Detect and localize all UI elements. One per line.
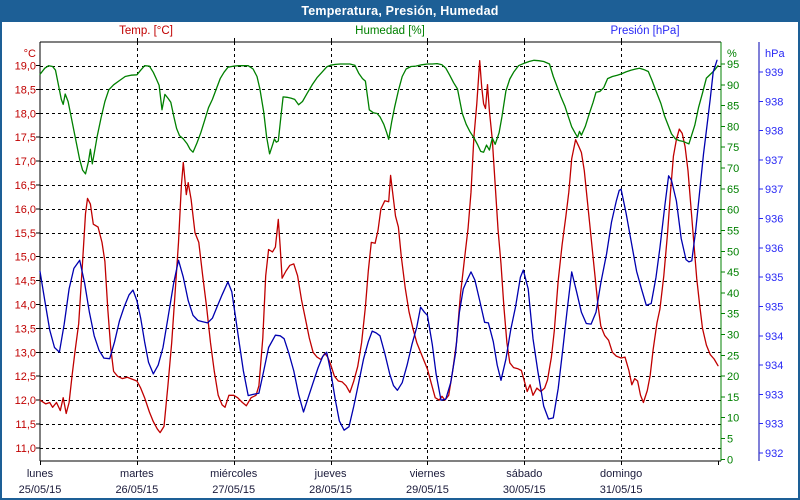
x-axis-day-label: martes	[120, 468, 154, 480]
humidity-axis-tick-label: 50	[727, 246, 739, 258]
temp-axis-tick-label: 15,0	[15, 252, 36, 264]
x-axis-date-label: 30/05/15	[503, 484, 546, 496]
pressure-axis-tick-label: 938	[765, 96, 783, 108]
humidity-axis-tick-label: 5	[727, 434, 733, 446]
temp-axis-tick-label: 14,5	[15, 276, 36, 288]
pressure-axis-tick-label: 933	[765, 389, 783, 401]
temp-axis-tick-label: 12,5	[15, 371, 36, 383]
x-axis-day-label: sábado	[506, 468, 542, 480]
pressure-axis-tick-label: 937	[765, 184, 783, 196]
humidity-axis-tick-label: 25	[727, 350, 739, 362]
humidity-axis-tick-label: 15	[727, 392, 739, 404]
humidity-axis-tick-label: 45	[727, 267, 739, 279]
pressure-axis-tick-label: 937	[765, 155, 783, 167]
series-humidity-line	[39, 59, 719, 175]
humidity-axis-tick-label: 90	[727, 80, 739, 92]
x-axis-date-label: 31/05/15	[600, 484, 643, 496]
x-axis-day-label: domingo	[600, 468, 642, 480]
pressure-axis-tick-label: 934	[765, 360, 783, 372]
temp-axis-tick-label: 13,0	[15, 347, 36, 359]
humidity-axis-tick-label: 75	[727, 142, 739, 154]
humidity-axis-tick-label: 20	[727, 371, 739, 383]
x-axis-date-label: 29/05/15	[406, 484, 449, 496]
humidity-axis-tick-label: 95	[727, 59, 739, 71]
series-temp-line	[39, 60, 719, 434]
x-axis-date-label: 28/05/15	[309, 484, 352, 496]
humidity-axis-tick-label: 60	[727, 205, 739, 217]
humidity-axis-tick-label: 30	[727, 329, 739, 341]
humidity-axis-tick-label: 80	[727, 121, 739, 133]
humidity-axis-tick-label: 40	[727, 288, 739, 300]
humidity-axis-unit: %	[727, 48, 737, 60]
temp-axis-unit: °C	[24, 48, 36, 60]
pressure-axis-unit: hPa	[765, 48, 785, 60]
humidity-axis-tick-label: 0	[727, 454, 733, 466]
humidity-axis-tick-label: 65	[727, 184, 739, 196]
humidity-axis-tick-label: 55	[727, 225, 739, 237]
temp-axis-tick-label: 15,5	[15, 228, 36, 240]
legend-humidity-label: Humedad [%]	[355, 25, 425, 37]
window-title: Temperatura, Presión, Humedad	[301, 4, 499, 18]
temp-axis-tick-label: 16,0	[15, 204, 36, 216]
pressure-axis-tick-label: 932	[765, 448, 783, 460]
pressure-axis-tick-label: 938	[765, 126, 783, 138]
x-axis-day-label: lunes	[27, 468, 54, 480]
pressure-axis-tick-label: 939	[765, 67, 783, 79]
humidity-axis-tick-label: 35	[727, 309, 739, 321]
x-axis-date-label: 27/05/15	[212, 484, 255, 496]
x-axis-date-label: 26/05/15	[115, 484, 158, 496]
temp-axis-tick-label: 16,5	[15, 180, 36, 192]
pressure-axis-tick-label: 933	[765, 419, 783, 431]
legend-temperature-label: Temp. [°C]	[119, 25, 173, 37]
temp-axis-tick-label: 14,0	[15, 300, 36, 312]
humidity-axis-tick-label: 10	[727, 413, 739, 425]
pressure-axis-tick-label: 936	[765, 214, 783, 226]
temp-axis-tick-label: 12,0	[15, 395, 36, 407]
x-axis-day-label: jueves	[314, 468, 347, 480]
x-axis-day-label: miércoles	[210, 468, 258, 480]
series-pressure-line	[39, 59, 718, 431]
temp-axis-tick-label: 19,0	[15, 61, 36, 73]
x-axis-day-label: viernes	[410, 468, 446, 480]
window-titlebar[interactable]: Temperatura, Presión, Humedad	[0, 0, 800, 22]
legend-pressure-label: Presión [hPa]	[610, 25, 680, 37]
temp-axis-tick-label: 17,0	[15, 156, 36, 168]
humidity-axis-tick-label: 70	[727, 163, 739, 175]
pressure-axis-tick-label: 935	[765, 301, 783, 313]
humidity-axis-tick-label: 85	[727, 101, 739, 113]
temp-axis-tick-label: 17,5	[15, 132, 36, 144]
pressure-axis-tick-label: 936	[765, 243, 783, 255]
temp-axis-tick-label: 18,0	[15, 108, 36, 120]
temp-axis-tick-label: 11,0	[15, 443, 36, 455]
temp-axis-tick-label: 11,5	[15, 419, 36, 431]
temp-axis-tick-label: 13,5	[15, 323, 36, 335]
pressure-axis-tick-label: 935	[765, 272, 783, 284]
temp-axis-tick-label: 18,5	[15, 84, 36, 96]
x-axis-date-label: 25/05/15	[19, 484, 62, 496]
pressure-axis-tick-label: 934	[765, 331, 783, 343]
